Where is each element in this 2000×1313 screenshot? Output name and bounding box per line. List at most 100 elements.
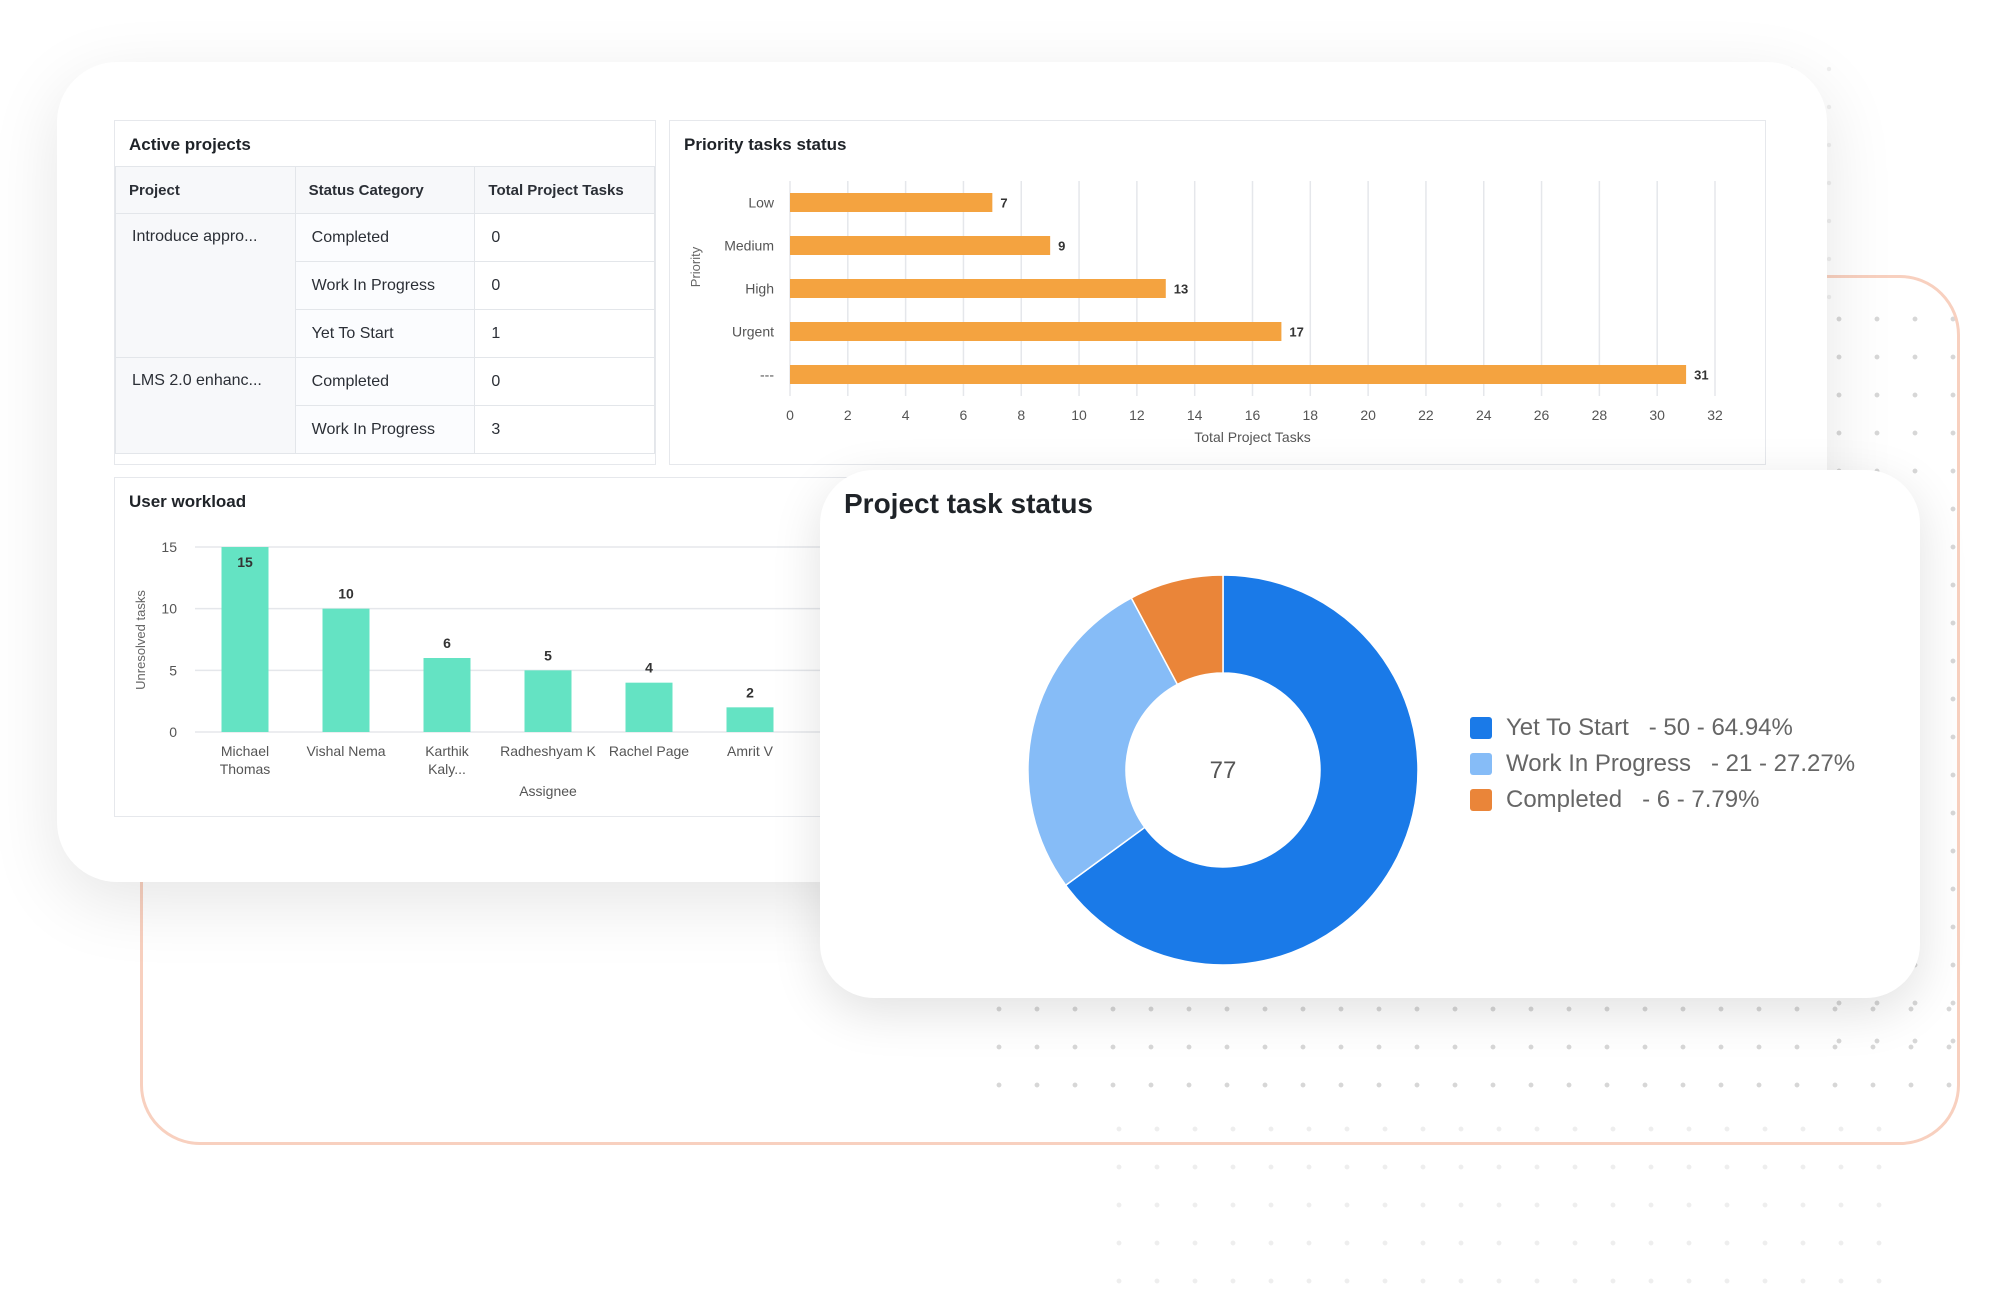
bar-value-label: 4 bbox=[645, 660, 653, 676]
donut-slice bbox=[1064, 574, 1419, 966]
bar-value-label: 6 bbox=[443, 635, 451, 651]
legend-label: Work In Progress bbox=[1506, 750, 1691, 777]
workload-bar bbox=[221, 547, 269, 732]
x-tick-label: Radheshyam K bbox=[500, 743, 596, 759]
tasks-cell: 0 bbox=[474, 213, 655, 262]
x-tick-label: Vishal Nema bbox=[306, 743, 385, 759]
background-dots-bottom bbox=[980, 990, 1980, 1100]
x-tick-label: 0 bbox=[786, 407, 794, 423]
legend-item[interactable]: Yet To Start - 50 - 64.94% bbox=[1470, 710, 1855, 746]
bar-value-label: 17 bbox=[1289, 325, 1303, 340]
task-status-donut-chart: 77 bbox=[1027, 574, 1419, 966]
donut-center-total: 77 bbox=[1210, 757, 1237, 784]
tasks-cell: 0 bbox=[474, 261, 655, 310]
user-workload-panel: User workload 0 5 10 15 15 Michael Thomas 10 Vis… bbox=[114, 477, 874, 817]
legend-swatch bbox=[1470, 717, 1492, 739]
legend-item[interactable]: Work In Progress - 21 - 27.27% bbox=[1470, 746, 1855, 782]
workload-bar bbox=[625, 682, 673, 732]
project-cell[interactable]: LMS 2.0 enhanc... bbox=[115, 357, 296, 454]
bar-value-label: 13 bbox=[1174, 282, 1188, 297]
workload-chart-title: User workload bbox=[129, 492, 247, 511]
status-cell: Completed bbox=[294, 357, 476, 406]
x-tick-label: 8 bbox=[1017, 407, 1025, 423]
bar-value-label: 9 bbox=[1058, 239, 1065, 254]
donut-slice bbox=[1027, 596, 1179, 887]
priority-tasks-panel: Priority tasks status 0 2 4 6 8 10 12 14 16 18 20 2… bbox=[669, 120, 1766, 465]
x-tick-label: 24 bbox=[1476, 407, 1492, 423]
active-projects-title: Active projects bbox=[129, 135, 251, 154]
x-tick-label: 4 bbox=[902, 407, 910, 423]
status-cell: Work In Progress bbox=[294, 261, 476, 310]
x-tick-label: 28 bbox=[1592, 407, 1608, 423]
x-tick-label: 6 bbox=[960, 407, 968, 423]
y-axis-label: Priority bbox=[688, 246, 703, 287]
project-cell[interactable]: Introduce appro... bbox=[115, 213, 296, 358]
priority-bar bbox=[790, 236, 1051, 255]
y-tick-label: 10 bbox=[161, 601, 177, 617]
priority-chart-title: Priority tasks status bbox=[684, 135, 847, 154]
table-header-row: Project Status Category Total Project Ta… bbox=[115, 166, 655, 214]
y-tick-label: Medium bbox=[724, 238, 774, 254]
bar-value-label: 31 bbox=[1694, 368, 1708, 383]
y-tick-label: Urgent bbox=[732, 324, 774, 340]
legend-label: Yet To Start bbox=[1506, 714, 1629, 741]
tasks-cell: 1 bbox=[474, 309, 655, 358]
priority-bar bbox=[790, 322, 1282, 341]
x-tick-label: 14 bbox=[1187, 407, 1203, 423]
legend-item[interactable]: Completed - 6 - 7.79% bbox=[1470, 782, 1855, 818]
donut-legend: Yet To Start - 50 - 64.94% Work In Progre… bbox=[1470, 710, 1855, 818]
x-tick-label: 22 bbox=[1418, 407, 1434, 423]
donut-slice bbox=[1130, 574, 1224, 686]
x-axis-label: Total Project Tasks bbox=[1194, 429, 1310, 445]
legend-value: - 21 - 27.27% bbox=[1690, 750, 1856, 777]
x-tick-label: 16 bbox=[1245, 407, 1261, 423]
bar-value-label: 10 bbox=[338, 586, 354, 602]
x-tick-label: Karthik bbox=[425, 743, 470, 759]
legend-swatch bbox=[1470, 753, 1492, 775]
active-projects-panel: Active projects Project Status Category … bbox=[114, 120, 656, 465]
y-axis-label: Unresolved tasks bbox=[133, 590, 148, 690]
workload-bar bbox=[524, 670, 572, 732]
x-axis-label: Assignee bbox=[519, 783, 577, 799]
bar-value-label: 2 bbox=[746, 684, 754, 700]
x-tick-label: Rachel Page bbox=[609, 743, 689, 759]
x-tick-label: 32 bbox=[1707, 407, 1723, 423]
y-tick-label: 15 bbox=[161, 539, 177, 555]
table-row: Work In Progress 3 bbox=[116, 405, 655, 454]
tasks-cell: 3 bbox=[474, 405, 655, 454]
bar-value-label: 5 bbox=[544, 647, 552, 663]
column-header-total-project-tasks[interactable]: Total Project Tasks bbox=[474, 166, 655, 214]
status-cell: Completed bbox=[294, 213, 476, 262]
workload-bar bbox=[423, 658, 471, 732]
column-header-status-category[interactable]: Status Category bbox=[294, 166, 476, 214]
legend-value: - 50 - 64.94% bbox=[1628, 714, 1793, 741]
y-tick-label: --- bbox=[760, 367, 774, 383]
table-row: Yet To Start 1 bbox=[116, 309, 655, 358]
tasks-cell: 0 bbox=[474, 357, 655, 406]
x-tick-label: Michael bbox=[221, 743, 269, 759]
legend-swatch bbox=[1470, 789, 1492, 811]
project-task-status-title: Project task status bbox=[844, 488, 1093, 519]
x-tick-label: 26 bbox=[1534, 407, 1550, 423]
bar-value-label: 7 bbox=[1000, 196, 1007, 211]
x-tick-label: 30 bbox=[1649, 407, 1665, 423]
y-tick-label: 0 bbox=[169, 724, 177, 740]
x-tick-label: 18 bbox=[1303, 407, 1319, 423]
table-row: Introduce appro... Completed 0 bbox=[115, 213, 655, 358]
workload-bar bbox=[726, 707, 774, 732]
priority-bar bbox=[790, 365, 1687, 384]
x-tick-label: Thomas bbox=[220, 761, 271, 777]
column-header-project[interactable]: Project bbox=[115, 166, 296, 214]
project-task-status-card: Project task status 77 Yet To Start - 50… bbox=[820, 470, 1920, 998]
table-row: LMS 2.0 enhanc... Completed 0 bbox=[115, 357, 655, 454]
x-tick-label: 2 bbox=[844, 407, 852, 423]
active-projects-table: Project Status Category Total Project Ta… bbox=[115, 166, 655, 454]
y-tick-label: High bbox=[745, 281, 774, 297]
x-tick-label: Kaly... bbox=[428, 761, 466, 777]
workload-bar bbox=[322, 608, 370, 732]
legend-label: Completed bbox=[1506, 786, 1623, 813]
table-row: Work In Progress 0 bbox=[116, 261, 655, 310]
status-cell: Yet To Start bbox=[294, 309, 476, 358]
x-tick-label: 20 bbox=[1360, 407, 1376, 423]
